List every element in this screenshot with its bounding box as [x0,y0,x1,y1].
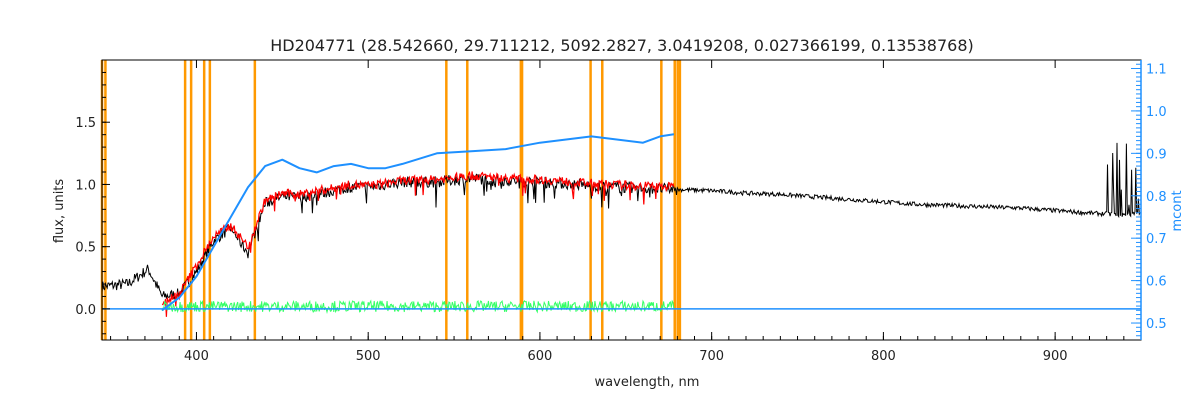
axes: 400 500 600 700 800 900 0.0 0.5 1.0 1.5 0.5 0.6 0.7 0… [75,60,1167,364]
residual-line [161,299,675,314]
mask-lines [100,60,682,340]
y2-tick-label: 0.5 [1146,317,1167,332]
y-axis-label: flux, units [52,179,67,244]
y-tick-label: 1.5 [75,116,96,131]
x-tick-label: 400 [184,349,209,364]
x-tick-label: 700 [699,349,724,364]
x-axis-label: wavelength, nm [595,375,700,390]
y2-tick-label: 1.1 [1146,62,1167,77]
x-tick-label: 800 [871,349,896,364]
y2-tick-label: 0.8 [1146,190,1167,205]
y2-tick-label: 0.6 [1146,275,1167,290]
right-axis-label: mcont [1170,190,1185,231]
y2-tick-label: 1.0 [1146,105,1167,120]
chart-title: HD204771 (28.542660, 29.711212, 5092.282… [270,36,974,55]
chart-series [101,133,1142,317]
model-spectrum-line [161,170,675,317]
y2-tick-label: 0.9 [1146,147,1167,162]
continuum-mcont-line [161,133,675,312]
x-tick-label: 600 [528,349,553,364]
y-tick-label: 0.5 [75,241,96,256]
y2-tick-label: 0.7 [1146,232,1167,247]
plot-frame [101,59,1142,341]
y-tick-label: 0.0 [75,303,96,318]
x-tick-label: 900 [1043,349,1068,364]
y-tick-label: 1.0 [75,178,96,193]
x-tick-label: 500 [356,349,381,364]
